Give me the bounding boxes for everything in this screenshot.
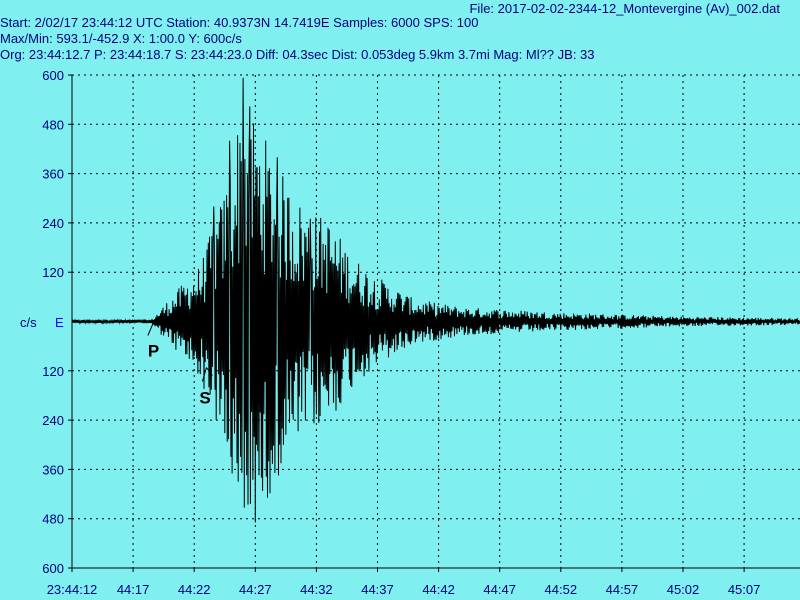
s-arrival-marker: S: [199, 367, 213, 408]
x-tick-label: 44:17: [117, 582, 150, 597]
y-tick-label: 480: [42, 117, 64, 132]
y-tick-label: 600: [42, 68, 64, 83]
s-label: S: [199, 389, 210, 408]
y-tick-label: 120: [42, 265, 64, 280]
y-tick-label: 360: [42, 462, 64, 477]
x-tick-label: 45:02: [667, 582, 700, 597]
x-tick-label: 23:44:12: [47, 582, 98, 597]
x-tick-label: 44:22: [178, 582, 211, 597]
scale-info: Max/Min: 593.1/-452.9 X: 1:00.0 Y: 600c/…: [0, 31, 242, 46]
seismic-trace: [71, 77, 800, 523]
y-tick-label: 120: [42, 364, 64, 379]
units-label: c/s: [20, 315, 37, 330]
x-tick-label: 44:37: [361, 582, 394, 597]
station-info: Start: 2/02/17 23:44:12 UTC Station: 40.…: [0, 15, 479, 30]
x-tick-label: 44:52: [545, 582, 578, 597]
y-tick-label: 240: [42, 413, 64, 428]
x-tick-label: 44:42: [422, 582, 455, 597]
x-tick-label: 44:32: [300, 582, 333, 597]
x-tick-label: 44:57: [606, 582, 639, 597]
channel-label: E: [55, 315, 64, 330]
y-tick-label: 240: [42, 216, 64, 231]
x-tick-label: 45:07: [728, 582, 761, 597]
s-arrow-icon: [201, 367, 213, 382]
x-tick-label: 44:47: [483, 582, 516, 597]
y-axis-ticks: 600 480 360 240 120 120 240 360 480 600: [42, 68, 72, 576]
p-arrow-icon: [147, 321, 160, 336]
x-tick-label: 44:27: [239, 582, 272, 597]
event-info: Org: 23:44:12.7 P: 23:44:18.7 S: 23:44:2…: [0, 47, 595, 62]
p-arrival-marker: P: [147, 321, 160, 361]
y-tick-label: 360: [42, 167, 64, 182]
y-tick-label: 480: [42, 512, 64, 527]
p-label: P: [148, 342, 159, 361]
x-axis-ticks: 23:44:12 44:17 44:22 44:27 44:32 44:37 44:42 44…: [47, 582, 761, 597]
y-tick-label: 600: [42, 561, 64, 576]
file-name: File: 2017-02-02-2344-12_Montevergine (A…: [469, 1, 780, 16]
